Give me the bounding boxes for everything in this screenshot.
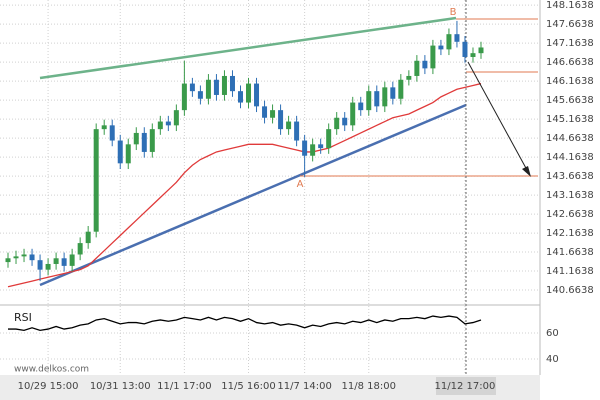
candle-body (318, 144, 324, 149)
y-tick-label: 148.1638 (546, 0, 594, 11)
point-label: B (450, 7, 457, 18)
y-tick-label: 141.6638 (546, 247, 594, 258)
x-tick-label: 11/7 14:00 (277, 381, 331, 392)
candle-body (278, 110, 284, 130)
candle-body (45, 263, 51, 270)
y-tick-label: 147.1638 (546, 38, 594, 49)
candle-body (205, 79, 211, 99)
candle-body (454, 34, 460, 42)
rsi-tick-label: 40 (546, 354, 559, 365)
y-tick-label: 143.1638 (546, 190, 594, 201)
candle-body (237, 91, 243, 103)
candle-body (398, 79, 404, 99)
candle-body (125, 144, 131, 164)
candle-body (262, 106, 268, 118)
candle-body (406, 75, 412, 80)
candle-body (5, 258, 11, 263)
candle-body (334, 117, 340, 130)
y-tick-label: 146.6638 (546, 57, 594, 68)
candle-body (37, 260, 43, 270)
y-tick-label: 146.1638 (546, 76, 594, 87)
candle-body (213, 79, 219, 95)
candle-body (382, 87, 388, 107)
candle-body (446, 34, 452, 50)
candle-body (254, 83, 260, 107)
y-tick-label: 142.1638 (546, 228, 594, 239)
candle-body (438, 45, 444, 50)
candle-body (53, 258, 59, 264)
current-label-box (436, 377, 496, 395)
candle-body (117, 140, 123, 164)
y-tick-label: 145.6638 (546, 95, 594, 106)
y-tick-label: 145.1638 (546, 114, 594, 125)
candle-body (294, 121, 300, 141)
x-tick-label: 11/8 18:00 (342, 381, 396, 392)
candle-body (101, 125, 107, 130)
forecast-arrow (467, 61, 528, 171)
candle-body (246, 83, 252, 103)
candle-body (149, 129, 155, 152)
candle-body (374, 91, 380, 107)
rsi-tick-label: 60 (546, 328, 559, 339)
candle-body (197, 91, 203, 99)
candle-body (29, 254, 35, 261)
candle-body (430, 45, 436, 69)
candle-body (310, 144, 316, 156)
candle-body (286, 121, 292, 130)
x-tick-label: 11/1 17:00 (157, 381, 211, 392)
resistance-line (39, 16, 457, 80)
x-tick-label: 10/29 15:00 (18, 381, 79, 392)
candle-body (157, 121, 163, 130)
marks (5, 20, 484, 332)
candle-body (326, 129, 332, 149)
y-tick-label: 144.6638 (546, 133, 594, 144)
candle-body (141, 132, 147, 152)
x-tick-label: 11/12 17:00 (435, 381, 496, 392)
watermark: www.delkos.com (14, 365, 89, 375)
y-tick-label: 142.6638 (546, 209, 594, 220)
x-tick-label: 10/31 13:00 (90, 381, 151, 392)
candle-body (181, 83, 187, 111)
y-tick-label: 143.6638 (546, 171, 594, 182)
y-tick-label: 147.6638 (546, 19, 594, 30)
candle-body (342, 117, 348, 126)
candle-body (13, 256, 19, 259)
candle-body (350, 102, 356, 126)
candle-body (470, 53, 476, 57)
rsi-label: RSI (14, 311, 32, 324)
y-tick-label: 141.1638 (546, 266, 594, 277)
candle-body (173, 110, 179, 126)
candle-body (69, 254, 75, 266)
candle-body (189, 83, 195, 92)
candle-body (478, 47, 484, 54)
x-tick-label: 11/5 16:00 (221, 381, 275, 392)
candle-body (21, 254, 27, 257)
candle-body (109, 125, 115, 141)
candle-body (85, 231, 91, 244)
moving-average (7, 82, 482, 288)
candle-body (414, 60, 420, 76)
candle-body (133, 132, 139, 145)
candle-body (270, 110, 276, 118)
candle-body (165, 121, 171, 126)
candle-body (390, 87, 396, 99)
point-label: A (297, 179, 304, 190)
candle-body (221, 75, 227, 95)
y-tick-label: 140.6638 (546, 285, 594, 296)
candle-body (93, 129, 99, 232)
candle-body (358, 102, 364, 111)
candle-body (366, 91, 372, 111)
rsi-line (8, 315, 482, 332)
y-tick-label: 144.1638 (546, 152, 594, 163)
candle-body (61, 258, 67, 266)
candle-body (229, 75, 235, 92)
candle-body (422, 60, 428, 69)
arrow-head (522, 166, 531, 177)
support-line (39, 103, 467, 287)
candle-body (302, 140, 308, 156)
candle-body (77, 243, 83, 255)
candle-body (462, 41, 468, 57)
